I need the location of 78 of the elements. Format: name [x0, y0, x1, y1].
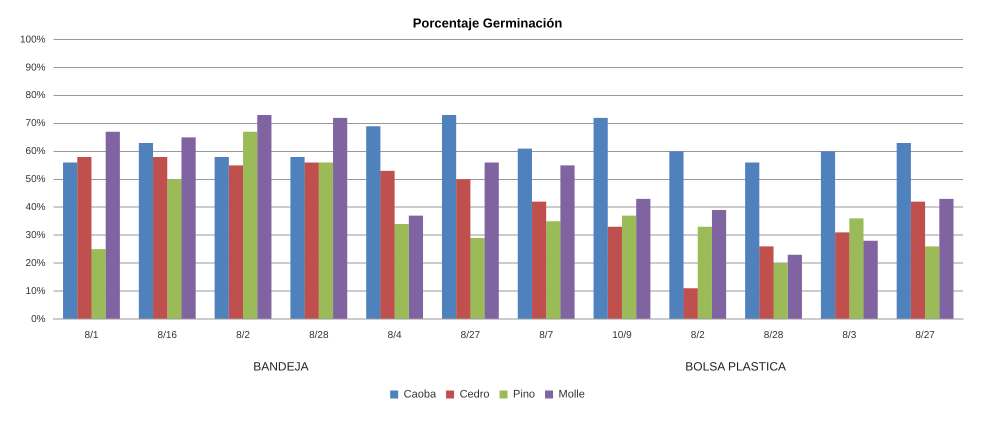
bar: [864, 240, 878, 318]
bar: [153, 156, 168, 318]
bar: [408, 216, 424, 318]
chart-title: Porcentaje Germinación: [412, 15, 562, 30]
bar: [745, 162, 760, 318]
bar: [470, 238, 485, 318]
bar: [560, 165, 575, 318]
bar: [608, 226, 622, 318]
bar: [181, 137, 196, 318]
y-tick-label: 0%: [31, 314, 46, 325]
x-tick-label: 8/2: [236, 330, 250, 341]
bar: [77, 156, 92, 318]
legend-label: Pino: [513, 388, 536, 401]
bar: [849, 218, 864, 318]
bar: [243, 132, 258, 318]
y-tick-label: 50%: [26, 174, 46, 186]
bar: [106, 132, 120, 318]
y-tick-label: 90%: [26, 62, 46, 74]
x-tick-label: 8/7: [539, 330, 554, 341]
x-tick-label: 8/4: [388, 330, 402, 341]
bar: [925, 246, 940, 318]
x-tick-label: 8/27: [460, 330, 481, 341]
legend-label: Molle: [558, 388, 585, 401]
bar: [366, 126, 380, 318]
bar: [774, 263, 788, 318]
bar: [835, 232, 850, 318]
bar: [167, 179, 182, 318]
x-tick-label: 8/28: [309, 330, 329, 341]
bar: [820, 151, 836, 318]
text: BOLSA PLASTICA: [685, 359, 786, 374]
bar: [63, 162, 78, 318]
bar: [456, 179, 470, 318]
y-tick-label: 40%: [26, 202, 46, 213]
bar: [594, 118, 608, 318]
bar: [759, 246, 774, 318]
bar: [518, 148, 532, 318]
bar: [939, 198, 954, 318]
bar: [896, 142, 911, 318]
bar: [669, 151, 684, 318]
x-tick-label: 8/2: [690, 330, 706, 341]
y-tick-label: 80%: [26, 90, 46, 102]
bar: [546, 221, 560, 318]
bar: [698, 226, 712, 318]
legend-label: Caoba: [404, 388, 437, 401]
text: BANDEJA: [253, 359, 309, 374]
bar: [380, 170, 395, 318]
bar: [394, 224, 409, 318]
bar: [257, 115, 272, 318]
bar: [788, 254, 802, 318]
y-tick-label: 30%: [26, 230, 46, 241]
y-tick-label: 60%: [26, 146, 46, 158]
bar: [228, 165, 244, 318]
bar: [91, 249, 106, 318]
legend-label: Cedro: [460, 388, 490, 401]
bar: [636, 198, 650, 318]
bar: [304, 162, 319, 318]
y-tick-label: 20%: [26, 258, 46, 269]
bar: [290, 156, 305, 318]
x-tick-label: 8/16: [158, 330, 178, 341]
y-tick-label: 100%: [20, 34, 46, 46]
bar: [138, 142, 154, 318]
bar: [712, 210, 726, 318]
x-tick-label: 10/9: [612, 330, 632, 341]
y-tick-label: 10%: [26, 286, 46, 297]
x-tick-label: 8/27: [915, 330, 936, 341]
x-tick-label: 8/28: [764, 330, 784, 341]
x-tick-label: 8/1: [84, 330, 99, 341]
bar: [484, 162, 499, 318]
bar: [333, 118, 348, 318]
bar: [684, 288, 698, 318]
x-tick-label: 8/3: [842, 330, 857, 341]
bar: [214, 156, 229, 318]
bar: [910, 202, 926, 318]
bar: [442, 115, 456, 318]
bar: [622, 216, 636, 318]
bar: [532, 202, 546, 318]
bar: [318, 162, 334, 318]
y-tick-label: 70%: [26, 118, 46, 130]
